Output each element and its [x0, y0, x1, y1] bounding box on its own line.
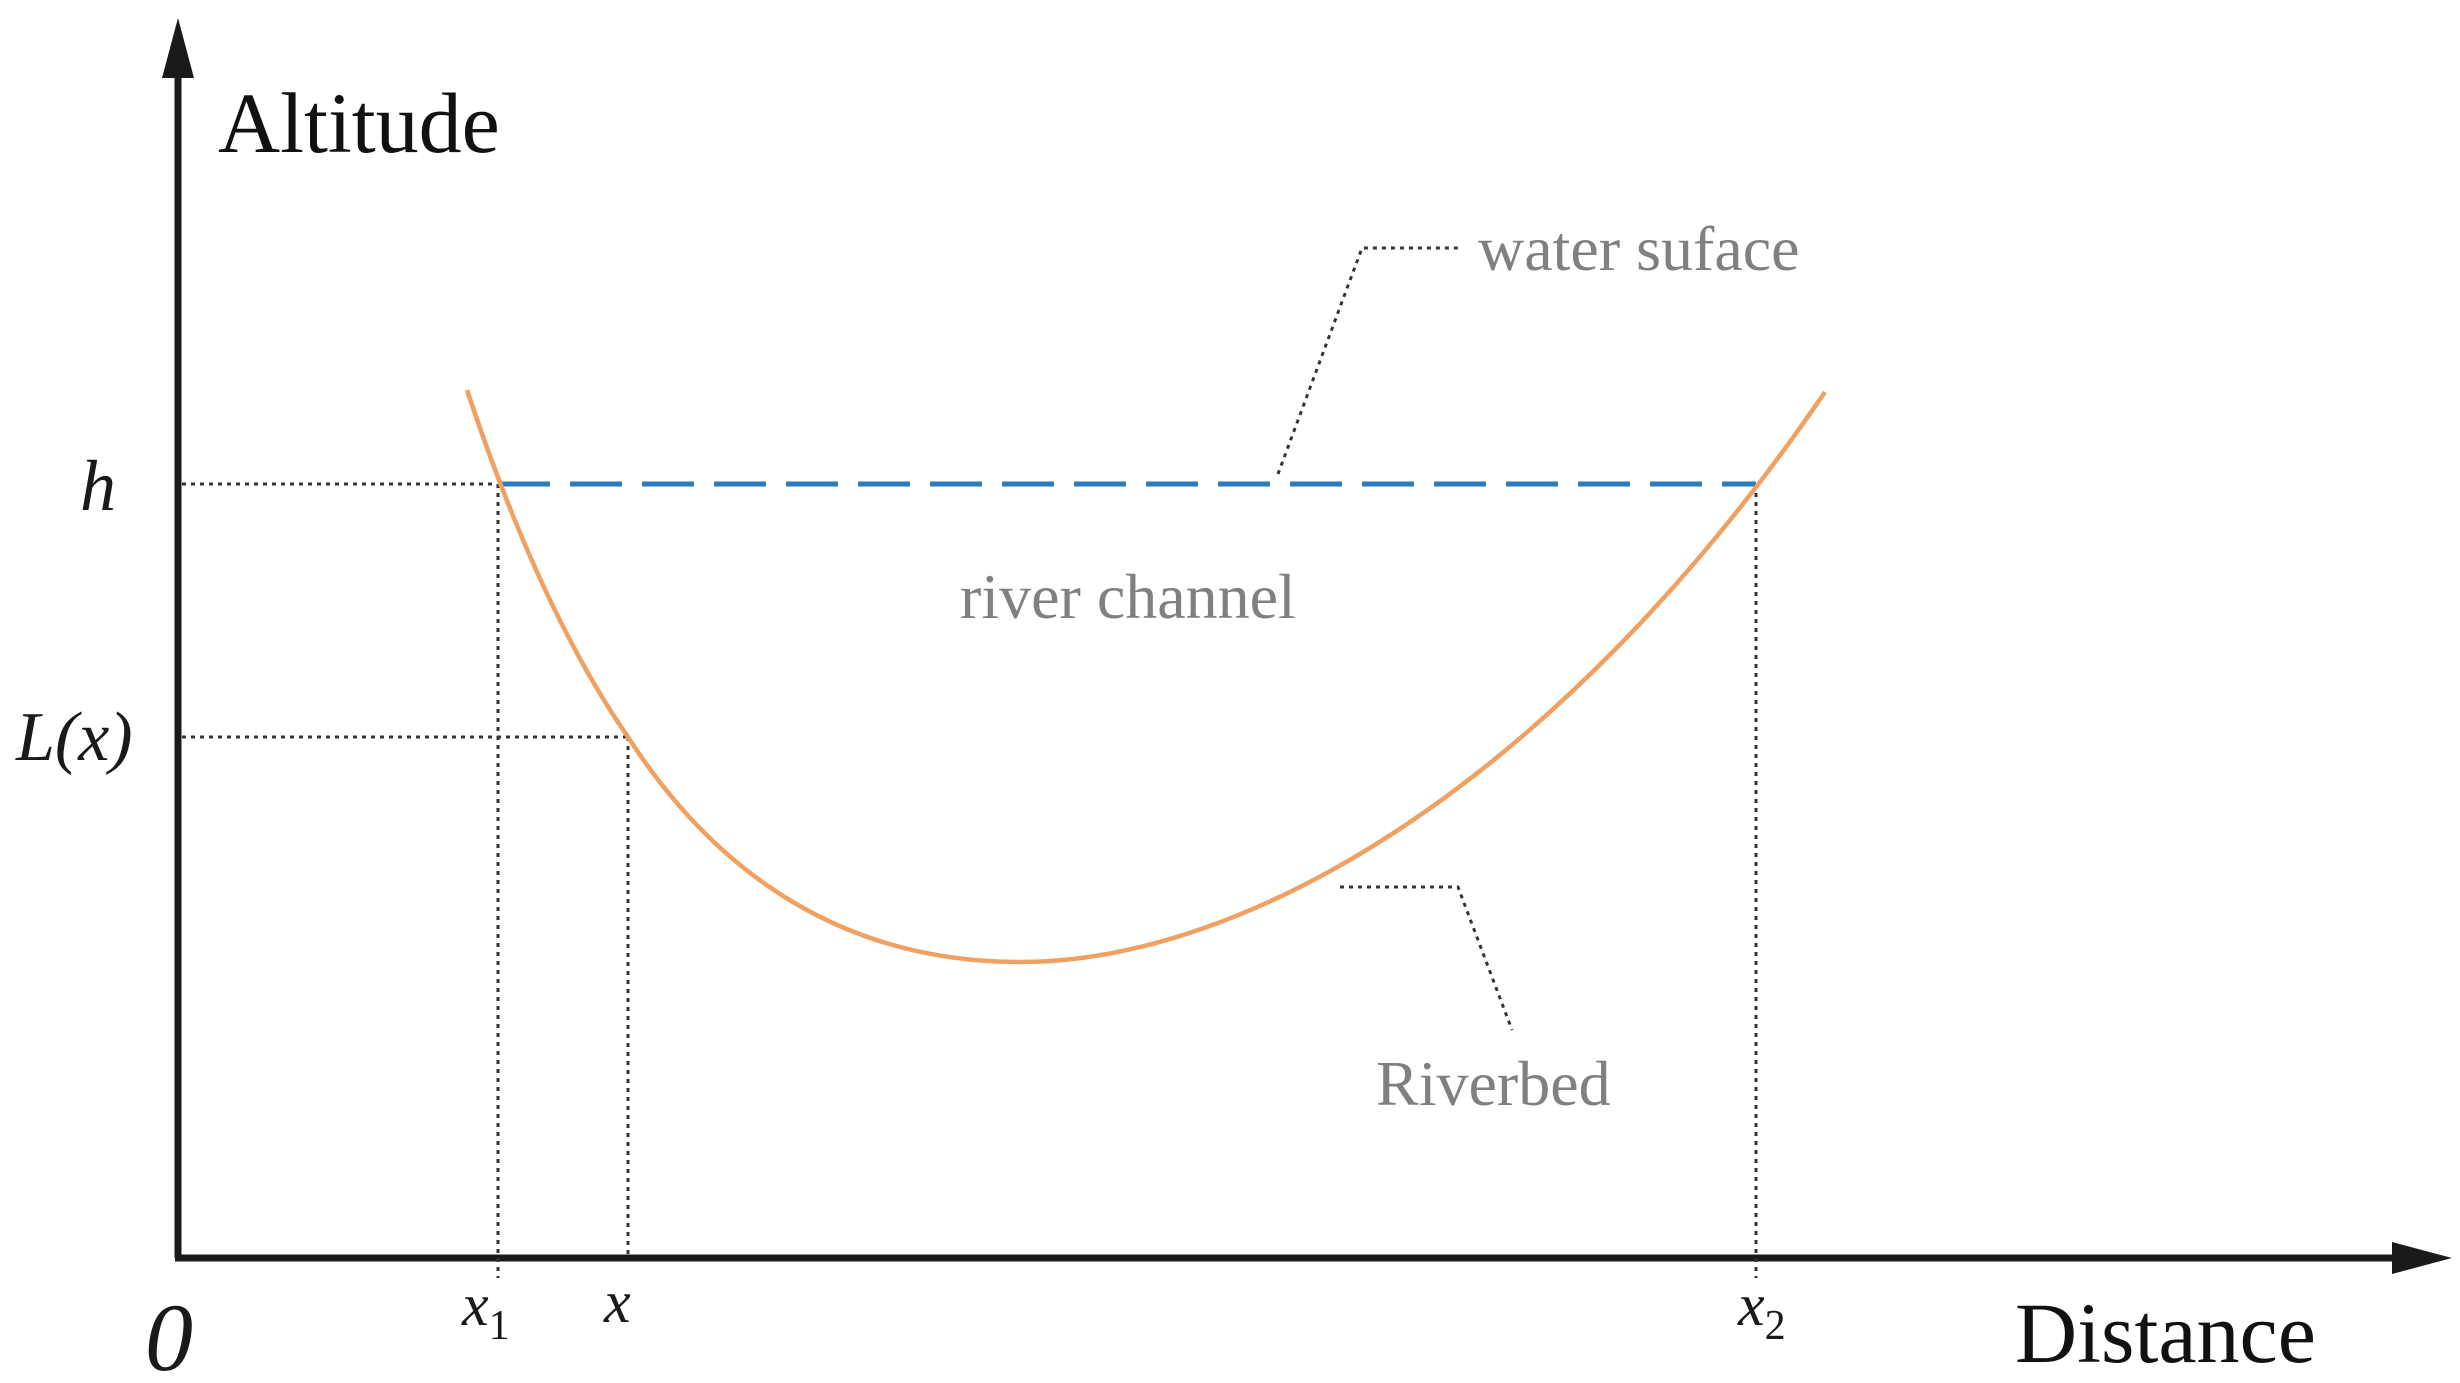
- x2-label-base: x: [1737, 1272, 1765, 1338]
- x1-label-subscript: 1: [489, 1303, 510, 1349]
- riverbed-leader: [1340, 885, 1514, 1031]
- guide-lines: [182, 246, 1758, 1278]
- y-axis-arrowhead: [162, 18, 194, 78]
- x-axis-arrowhead: [2392, 1242, 2452, 1274]
- origin-label: 0: [145, 1284, 193, 1383]
- y-axis-title: Altitude: [218, 75, 500, 171]
- x1-label: x1: [461, 1272, 510, 1349]
- x-label: x: [603, 1269, 631, 1335]
- water-surface-callout: water suface: [1478, 213, 1800, 284]
- axes: [162, 18, 2452, 1274]
- river-channel-label: river channel: [960, 561, 1296, 632]
- riverbed-callout: Riverbed: [1376, 1048, 1611, 1119]
- x2-label-subscript: 2: [1765, 1303, 1786, 1349]
- Lx-label: L(x): [15, 699, 133, 776]
- x1-label-base: x: [461, 1272, 489, 1338]
- x2-label: x2: [1737, 1272, 1786, 1349]
- x-axis-title: Distance: [2015, 1285, 2316, 1381]
- riverbed-curve: [464, 389, 1827, 965]
- water-surface-leader: [1276, 246, 1462, 475]
- h-label: h: [80, 446, 116, 526]
